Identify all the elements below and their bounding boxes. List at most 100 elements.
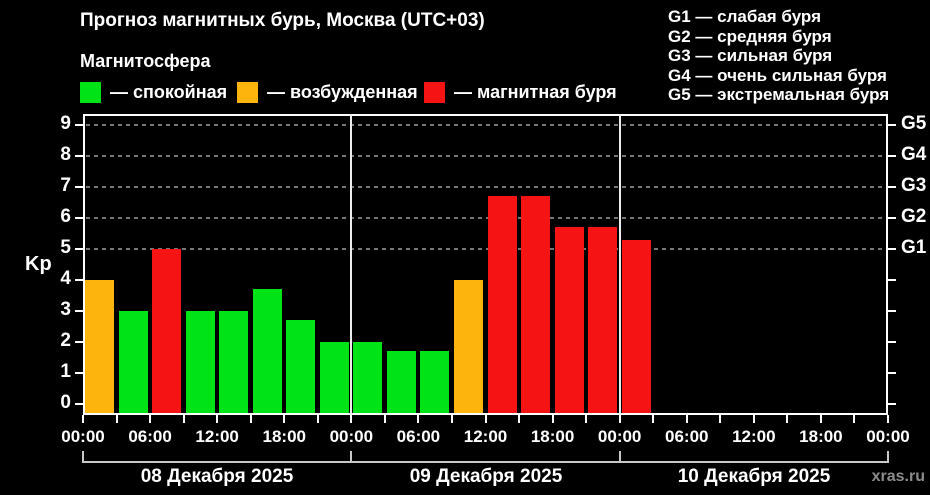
kp-bar [621,239,651,413]
x-tick-label: 18:00 [530,427,575,446]
day-label-1: 08 Декабря 2025 [140,466,294,487]
x-tick-label: 06:00 [665,427,709,446]
x-tick-label: 00:00 [329,427,374,446]
y-tick-right [888,124,896,127]
kp-bar [185,310,215,413]
gridline-kp6 [86,217,885,220]
y-tick-right [888,340,896,343]
x-tick-label: 00:00 [866,427,910,446]
x-tick [182,415,185,423]
x-tick [551,415,554,423]
y-tick-right [888,186,896,189]
day-divider [350,114,353,415]
legend-item-excited: — возбужденная [237,82,418,103]
page-title: Прогноз магнитных бурь, Москва (UTC+03) [80,10,485,31]
storm-scale-g4: G4 — очень сильная буря [668,65,887,85]
x-tick [685,415,688,423]
storm-color-swatch [424,82,445,103]
x-tick [216,415,219,423]
storm-scale-g2: G2 — средняя буря [668,26,832,46]
y-tick-right [888,371,896,374]
magnetosphere-label: Магнитосфера [80,51,211,71]
x-tick-label: 12:00 [463,427,508,446]
gridline-kp9 [86,124,885,127]
y-tick-right [888,217,896,220]
gridline-kp5 [86,248,885,251]
kp-bar [521,196,551,413]
date-bracket-tick [350,451,353,463]
kp-bar [487,196,517,413]
g-scale-axis-label: G4 [901,144,927,166]
x-tick [484,415,487,423]
x-tick [316,415,319,423]
x-tick-label: 18:00 [799,427,843,446]
y-tick-left [75,371,83,374]
y-tick-right [888,155,896,158]
x-tick [719,415,722,423]
kp-bar [554,227,584,413]
y-tick-label: 6 [60,206,71,228]
kp-bar [152,249,182,413]
storm-scale-g1: G1 — слабая буря [668,7,822,26]
kp-bar [353,341,383,413]
x-tick-label: 06:00 [128,427,172,446]
x-tick [618,415,621,423]
y-tick-label: 2 [60,329,71,351]
x-tick-label: 00:00 [61,427,105,446]
date-bracket-line [83,461,888,463]
x-tick [149,415,152,423]
legend-label-quiet: — спокойная [110,82,228,102]
gridline-kp7 [86,186,885,189]
x-tick [383,415,386,423]
y-tick-right [888,248,896,251]
gridline-kp8 [86,155,885,158]
legend-label-excited: — возбужденная [267,82,418,102]
legend-item-quiet: — спокойная [80,82,227,103]
y-tick-left [75,309,83,312]
day-label-3: 10 Декабря 2025 [677,466,831,487]
x-tick [786,415,789,423]
x-tick-label: 18:00 [262,427,306,446]
x-tick-label: 06:00 [396,427,441,446]
legend-item-storm: — магнитная буря [424,82,617,103]
g-scale-axis-label: G5 [901,113,927,135]
y-tick-label: 0 [60,391,71,413]
y-tick-label: 3 [60,298,71,320]
y-tick-left [75,340,83,343]
g-scale-axis-label: G1 [901,237,927,259]
date-bracket-tick [618,451,621,463]
x-tick [350,415,353,423]
y-tick-label: 9 [60,113,71,135]
y-tick-left [75,124,83,127]
x-tick-label: 12:00 [732,427,776,446]
x-tick-label: 00:00 [597,427,642,446]
y-tick-label: 4 [60,267,71,289]
date-bracket-tick [887,451,889,463]
x-tick-label: 12:00 [195,427,239,446]
y-tick-label: 8 [60,144,71,166]
storm-scale-g3: G3 — сильная буря [668,46,833,65]
y-tick-left [75,217,83,220]
x-tick [887,415,889,423]
x-tick [652,415,655,423]
quiet-color-swatch [80,82,101,103]
kp-bar [420,351,450,413]
x-tick [82,415,84,423]
y-tick-left [75,248,83,251]
y-axis-title: Kp [25,253,52,275]
storm-scale-g5: G5 — экстремальная буря [668,85,890,104]
kp-bar [118,310,148,413]
x-tick [819,415,822,423]
y-tick-right [888,278,896,281]
y-tick-left [75,278,83,281]
storm-scale-legend: G1 — слабая буря G2 — средняя буря G3 — … [668,7,889,105]
kp-bar [85,279,115,413]
x-tick [283,415,286,423]
x-tick [115,415,118,423]
g-scale-axis-label: G3 [901,175,927,197]
day-divider [618,114,621,415]
kp-bar [219,310,249,413]
x-tick [518,415,521,423]
